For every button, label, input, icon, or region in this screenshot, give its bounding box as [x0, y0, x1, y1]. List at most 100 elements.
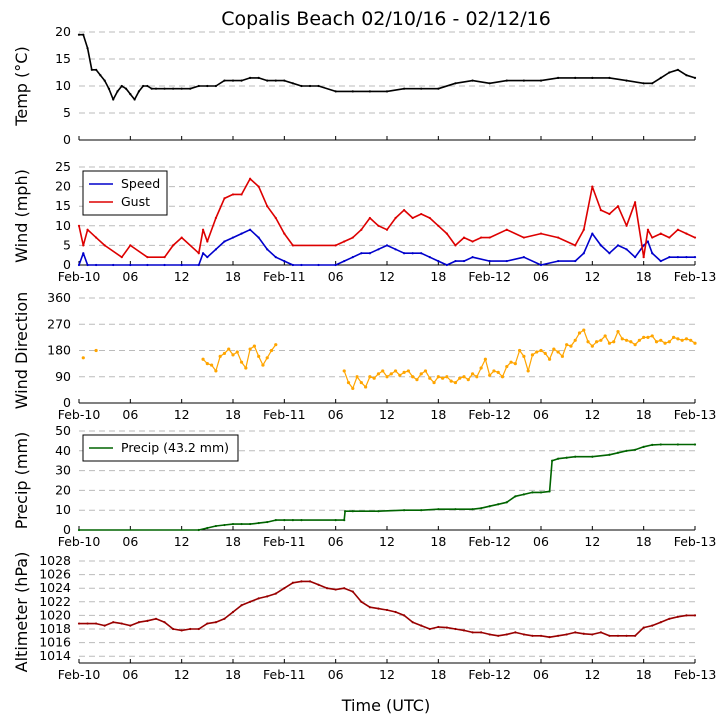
- series-point: [129, 93, 132, 96]
- x-tick-label: 06: [533, 269, 549, 284]
- x-tick-label: Feb-10: [58, 534, 101, 549]
- series-point: [334, 244, 337, 247]
- series-point: [214, 84, 217, 88]
- series-point: [283, 79, 286, 82]
- direction-segment: [450, 380, 456, 384]
- direction-segment: [686, 338, 691, 341]
- series-point: [428, 627, 431, 631]
- series-point: [291, 581, 294, 584]
- y-axis-label: Precip (mm): [12, 432, 31, 530]
- series-point: [668, 236, 671, 239]
- direction-segment: [489, 370, 495, 376]
- x-tick-label: 06: [533, 667, 549, 682]
- series-point: [214, 248, 217, 251]
- series-point: [317, 263, 320, 267]
- direction-segment: [493, 370, 499, 373]
- direction-segment: [647, 335, 653, 338]
- series-point: [616, 244, 620, 247]
- direction-segment: [583, 329, 589, 342]
- series-point: [659, 621, 662, 624]
- series-point: [462, 629, 466, 632]
- series-point: [308, 580, 312, 583]
- series-point: [454, 244, 457, 247]
- x-tick-label: Feb-13: [674, 534, 717, 549]
- series-point: [266, 248, 269, 251]
- series-point: [172, 627, 175, 631]
- series-point: [551, 459, 554, 462]
- x-tick-label: Feb-11: [263, 534, 306, 549]
- series-point: [163, 87, 166, 90]
- series-point: [437, 259, 440, 263]
- series-point: [531, 634, 534, 637]
- series-point: [462, 259, 466, 263]
- series-point: [420, 509, 423, 512]
- series-point: [291, 519, 294, 522]
- series-point: [642, 445, 645, 448]
- y-tick-label: 15: [55, 51, 71, 66]
- x-tick-label: 18: [430, 407, 446, 422]
- series-point: [599, 631, 602, 634]
- direction-segment: [484, 359, 491, 376]
- series-point: [651, 252, 654, 255]
- x-tick-label: 18: [636, 534, 652, 549]
- direction-segment: [609, 341, 614, 344]
- series-point: [266, 79, 269, 82]
- series-point: [625, 248, 628, 251]
- direction-segment: [407, 370, 414, 378]
- direction-segment: [459, 376, 465, 379]
- series-point: [599, 244, 602, 247]
- series-point: [180, 87, 183, 90]
- series-point: [608, 453, 611, 456]
- series-point: [257, 236, 260, 239]
- series-point: [240, 604, 243, 607]
- direction-segment: [476, 367, 482, 378]
- direction-point: [94, 348, 98, 353]
- series-point: [206, 622, 209, 625]
- y-tick-label: 20: [55, 482, 71, 497]
- x-tick-label: 12: [584, 667, 600, 682]
- x-tick-label: 18: [225, 667, 241, 682]
- series-point: [283, 232, 286, 235]
- series-point: [274, 519, 277, 522]
- series-point: [676, 68, 679, 71]
- series-point: [240, 232, 243, 235]
- series-point: [343, 510, 347, 513]
- direction-segment: [613, 331, 619, 342]
- series-point: [146, 619, 149, 622]
- series-point: [634, 448, 637, 451]
- direction-segment: [480, 358, 486, 369]
- y-tick-label: 50: [55, 423, 71, 438]
- series-point: [642, 256, 645, 259]
- series-point: [257, 597, 260, 600]
- series-point: [522, 236, 525, 239]
- series-point: [642, 82, 645, 85]
- series-point: [437, 625, 440, 629]
- x-tick-label: 06: [328, 667, 344, 682]
- series-point: [124, 87, 128, 90]
- series-point: [437, 87, 440, 90]
- series-point: [326, 587, 329, 590]
- series-point: [274, 216, 277, 220]
- y-tick-label: 10: [55, 78, 71, 93]
- series-point: [77, 622, 81, 625]
- direction-segment: [566, 344, 572, 347]
- series-point: [163, 621, 166, 624]
- y-tick-label: 10: [55, 218, 71, 233]
- direction-segment: [626, 339, 632, 343]
- series-point: [129, 244, 132, 247]
- series-point: [249, 228, 252, 231]
- series-point: [107, 87, 111, 90]
- series-point: [420, 252, 423, 255]
- series-point: [505, 633, 508, 636]
- series-point: [574, 455, 577, 458]
- series-point: [266, 595, 269, 598]
- direction-segment: [352, 376, 358, 389]
- series-point: [133, 98, 136, 101]
- series-point: [394, 248, 397, 251]
- series-point: [163, 256, 166, 259]
- legend-label: Precip (43.2 mm): [121, 440, 229, 455]
- series-point: [240, 193, 243, 196]
- x-axis-label: Time (UTC): [341, 696, 430, 715]
- series-point: [565, 633, 568, 636]
